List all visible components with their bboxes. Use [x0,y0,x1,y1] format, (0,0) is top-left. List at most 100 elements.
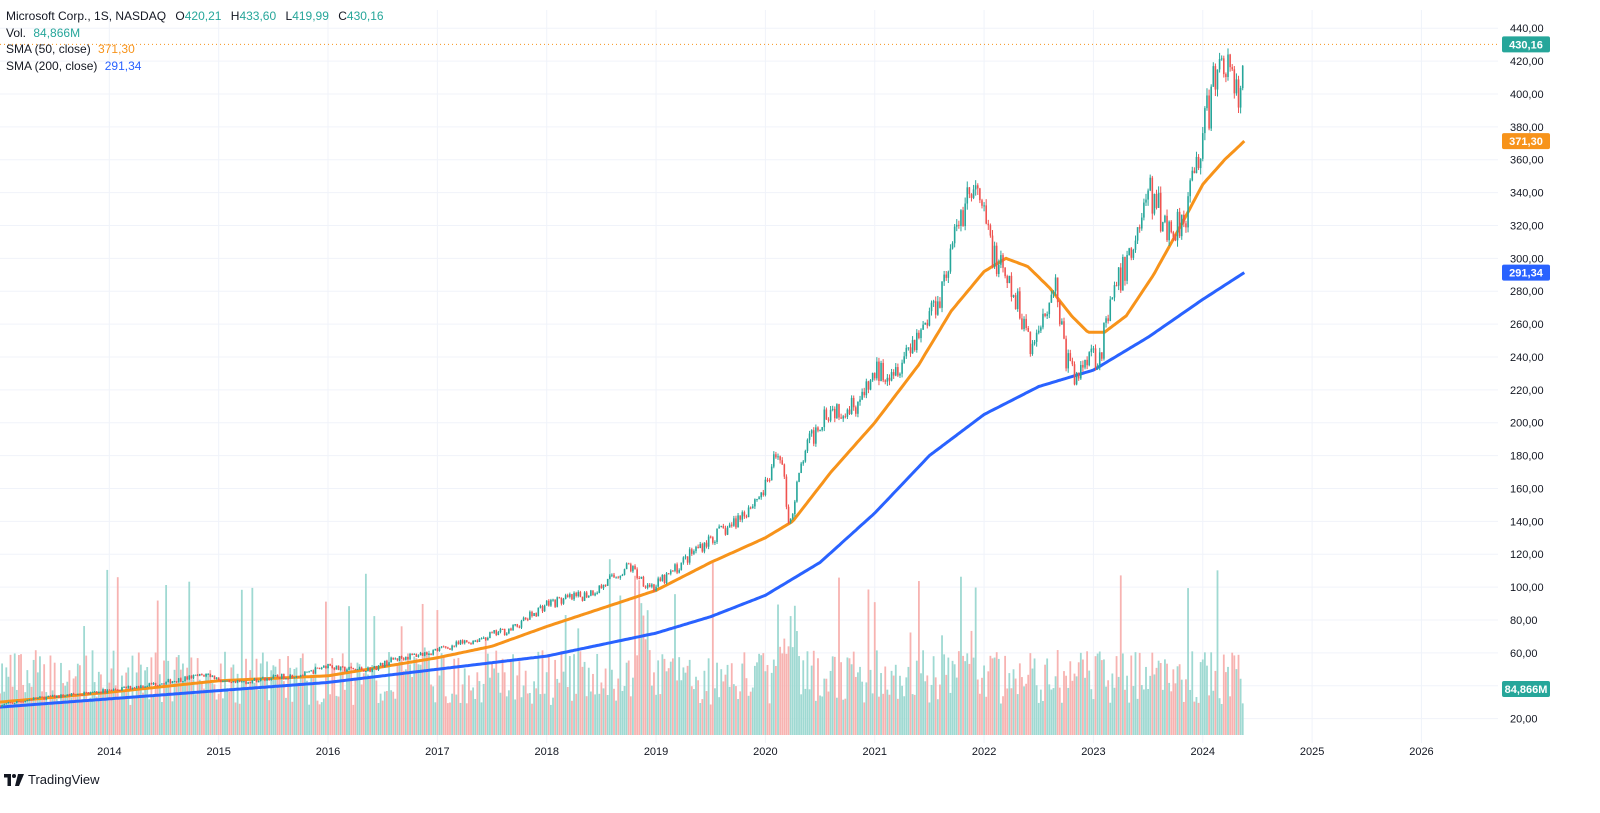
candle-body [87,692,90,695]
volume-bar [970,630,973,735]
y-tick-label: 160,00 [1510,483,1544,495]
volume-bar [114,685,117,735]
volume-bar [139,664,142,735]
candle-body [773,454,775,467]
volume-bar [585,696,588,735]
candle-body [825,409,828,420]
candle-body [66,694,69,696]
candle-body [396,658,399,661]
candle-body [434,648,437,651]
volume-bar [442,657,445,735]
volume-bar [930,684,933,735]
volume-bar [213,684,216,735]
volume-bar [255,658,258,735]
candle-body [1040,327,1042,331]
volume-bar [1058,687,1061,735]
volume-bar [949,692,952,735]
candle-body [634,565,636,570]
volume-bar [1225,672,1227,735]
candle-body [651,584,653,587]
candle-body [794,501,796,515]
candle-body [632,565,634,572]
candle-body [592,590,594,596]
volume-bar [941,635,943,735]
volume-bar [289,667,292,735]
volume-bar [592,673,594,735]
volume-bar [808,689,811,735]
volume-bar [716,662,718,735]
volume-bar [1128,702,1131,735]
volume-bar [1191,651,1194,735]
candle-body [995,245,998,274]
volume-bar [604,668,607,735]
candle-body [333,667,336,670]
volume-bar [211,683,214,735]
candle-body [552,599,554,601]
tradingview-branding[interactable]: TradingView [4,772,100,787]
volume-bar [732,684,735,735]
candle-body [432,650,434,655]
volume-bar [272,665,275,735]
volume-bar [512,654,514,735]
candle-body [365,670,367,672]
volume-bar [461,684,464,735]
candle-body [140,685,142,688]
volume-bar [821,696,824,735]
candle-body [247,682,249,684]
candle-body [58,695,60,698]
candle-body [207,673,209,675]
x-axis: 2014 2015 2016 2017 2018 2019 2020 2021 2022 2023… [97,746,1434,758]
candle-body [735,518,737,528]
candle-body [392,657,395,660]
volume-bar [861,681,864,735]
candle-body [1105,318,1107,323]
candle-body [817,427,819,431]
candle-body [613,574,615,578]
candle-body [43,696,45,700]
volume-bar [1088,670,1091,735]
volume-bar [602,688,605,735]
volume-bar [184,679,186,735]
volume-bar [987,671,990,735]
candle-body [501,628,504,630]
volume-bar [45,692,48,735]
volume-bar [1018,663,1021,735]
volume-bar [537,651,540,735]
candle-body [119,690,121,692]
volume-bar [844,698,847,735]
volume-bar [682,667,685,735]
candle-body [259,678,262,681]
volume-bar [1134,652,1137,735]
volume-bar [362,673,365,735]
candle-body [367,667,369,671]
candle-body [32,697,35,701]
candle-body [751,506,754,508]
sma200-row: SMA (200, close) 291,34 [6,58,384,75]
candle-body [1027,327,1030,332]
volume-bar [186,667,189,735]
volume-bar [1042,700,1044,735]
candle-body [192,675,195,679]
candle-body [686,556,689,563]
candle-body [95,691,98,694]
volume-bar [1105,686,1107,735]
y-tick-label: 360,00 [1510,155,1544,167]
volume-bar [207,673,210,735]
volume-bar [1037,702,1040,735]
volume-bar [1054,676,1057,735]
candle-body [116,689,119,691]
volume-bar [833,656,836,735]
volume-bar [129,704,132,735]
volume-bar [960,576,962,735]
volume-bar [749,691,752,735]
candle-body [926,322,929,326]
candle-body [1075,372,1078,385]
volume-bar [621,690,624,735]
volume-bar [453,658,456,735]
candle-body [131,687,134,690]
volume-bar [411,676,414,735]
volume-bar [955,677,958,735]
volume-bar [24,692,27,735]
volume-bar [835,697,838,735]
